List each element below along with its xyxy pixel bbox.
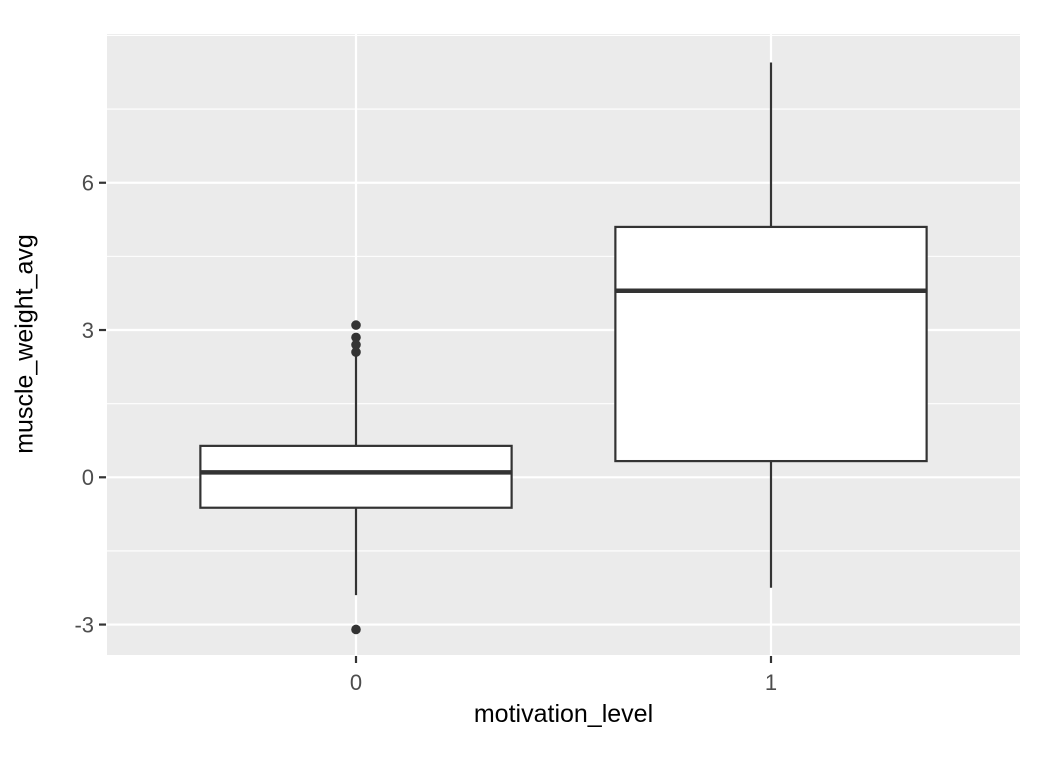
y-tick-label: 6 — [82, 171, 94, 196]
x-axis-title: motivation_level — [473, 700, 654, 728]
box-iqr — [199, 444, 513, 509]
y-tick-label: 0 — [82, 465, 94, 490]
outlier-point — [351, 624, 361, 635]
x-tick-label: 1 — [765, 670, 777, 695]
outlier-point — [351, 320, 361, 330]
y-axis-title: muscle_weight_avg — [10, 234, 39, 454]
y-tick-label: -3 — [74, 612, 94, 637]
x-tick-label: 0 — [350, 670, 362, 695]
outlier-point — [351, 332, 361, 343]
outlier-point — [351, 339, 361, 350]
y-tick-label: 3 — [82, 318, 94, 343]
box-iqr — [614, 225, 928, 463]
outlier-point — [351, 347, 361, 357]
